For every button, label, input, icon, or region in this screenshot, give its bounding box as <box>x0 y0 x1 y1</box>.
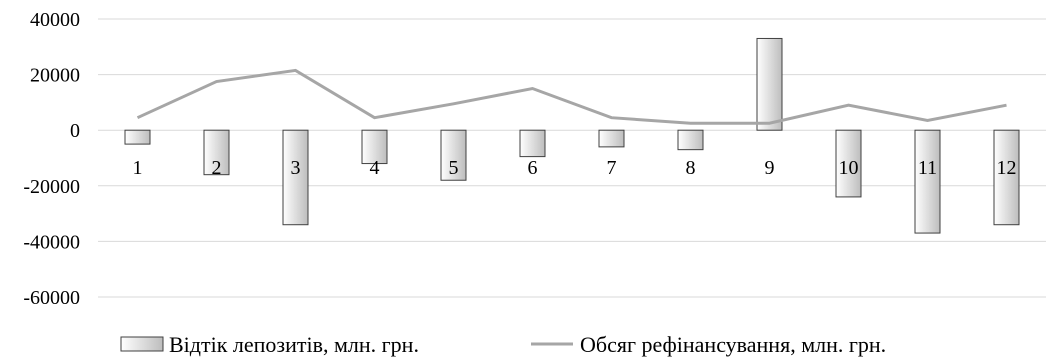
category-label: 8 <box>686 157 696 179</box>
bar-series <box>124 37 1020 234</box>
category-label: 4 <box>370 157 380 179</box>
bar <box>282 129 309 226</box>
category-label: 1 <box>133 157 143 179</box>
y-tick-label: 0 <box>70 120 80 142</box>
y-tick-label: -20000 <box>23 176 80 198</box>
category-label: 5 <box>449 157 459 179</box>
category-label: 7 <box>607 157 617 179</box>
y-tick-label: 20000 <box>30 65 80 87</box>
category-label: 6 <box>528 157 538 179</box>
bar <box>361 129 388 165</box>
bar <box>756 37 783 131</box>
bar <box>440 129 467 181</box>
y-tick-label: -60000 <box>23 287 80 309</box>
y-axis-ticks: 40000 20000 0 -20000 -40000 -60000 <box>23 9 80 309</box>
legend-bar-label: Відтік лепозитів, млн. грн. <box>169 332 419 357</box>
category-label: 2 <box>212 157 222 179</box>
category-labels: 1 2 3 4 5 6 7 8 9 10 11 12 <box>133 157 1017 179</box>
bar <box>993 129 1020 226</box>
category-label: 9 <box>765 157 775 179</box>
bar <box>835 129 862 198</box>
bar <box>677 129 704 151</box>
line-series <box>136 68 1007 125</box>
bar <box>598 129 625 148</box>
bar <box>124 129 151 145</box>
bar <box>203 129 230 176</box>
legend: Відтік лепозитів, млн. грн. Обсяг рефіна… <box>120 332 886 357</box>
legend-bar-swatch <box>120 336 164 352</box>
y-tick-label: 40000 <box>30 9 80 31</box>
category-label: 11 <box>918 157 937 179</box>
category-label: 12 <box>997 157 1017 179</box>
bar <box>914 129 941 234</box>
category-label: 10 <box>839 157 859 179</box>
gridlines <box>98 18 1046 298</box>
category-label: 3 <box>291 157 301 179</box>
bar <box>519 129 546 158</box>
legend-line-label: Обсяг рефінансування, млн. грн. <box>580 332 886 357</box>
y-tick-label: -40000 <box>23 231 80 253</box>
